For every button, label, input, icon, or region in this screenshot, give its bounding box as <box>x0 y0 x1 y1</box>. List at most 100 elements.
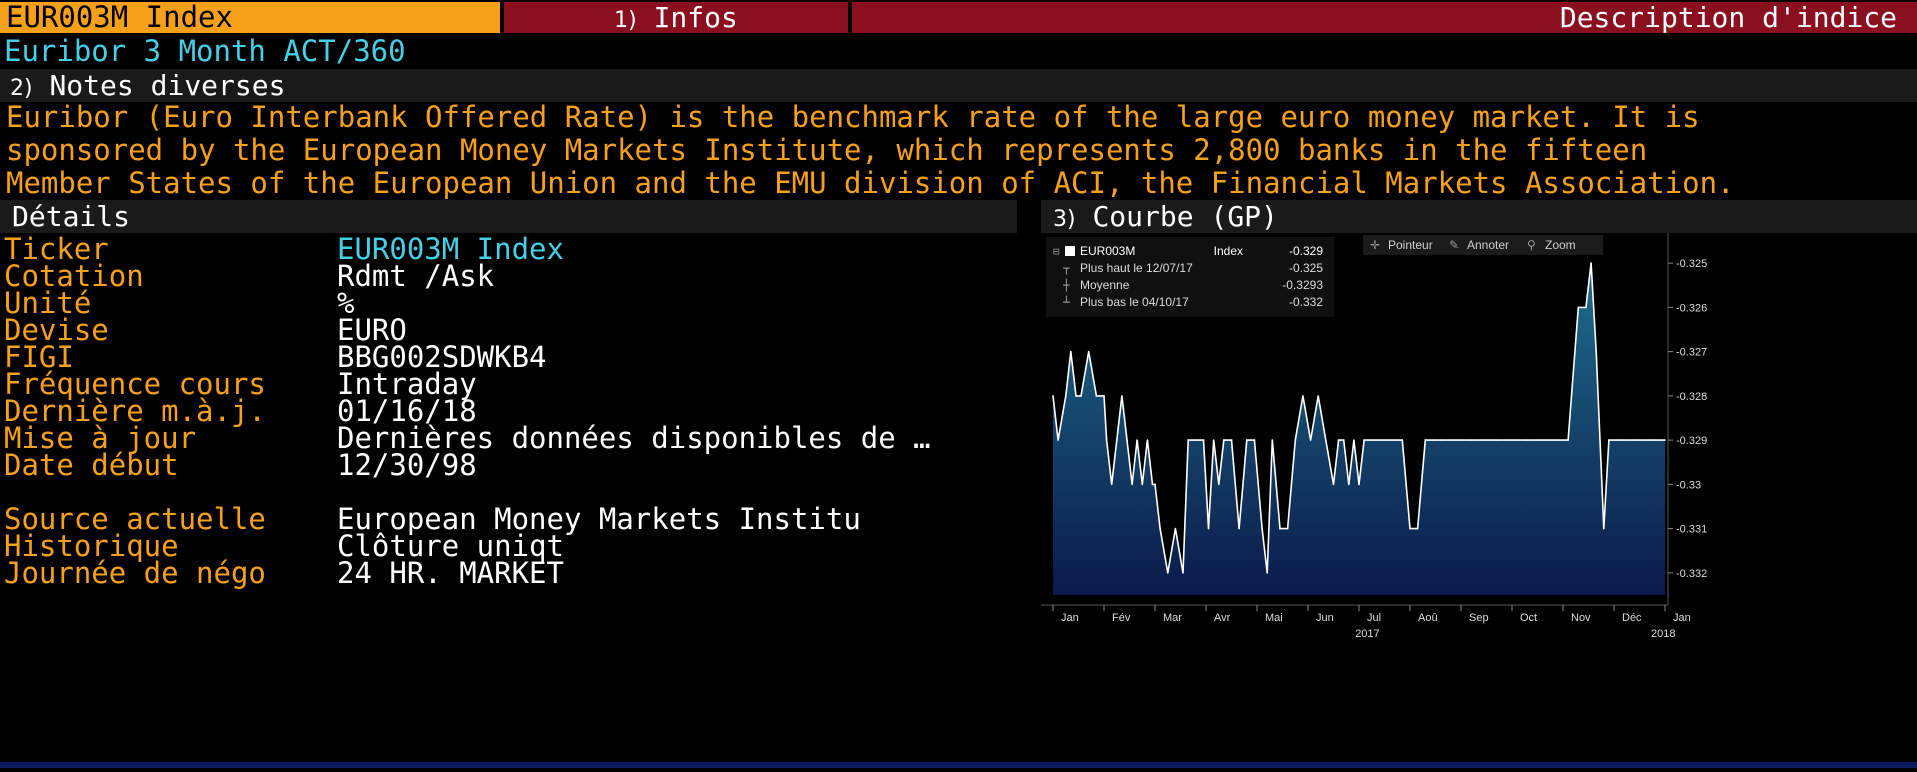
chart-legend[interactable]: ⊟ EUR003M Index -0.329 ┬ Plus haut le 12… <box>1046 237 1334 317</box>
data-point <box>1070 350 1072 353</box>
detail-label: Ticker <box>4 232 109 266</box>
detail-row-date-debut: Date début 12/30/98 <box>0 449 1017 482</box>
data-point <box>1218 483 1220 486</box>
data-point <box>1261 527 1263 530</box>
x-tick-label: Sep <box>1469 612 1489 624</box>
pencil-icon: ✎ <box>1449 238 1459 252</box>
data-point <box>1146 439 1149 441</box>
x-tick-label: Oct <box>1520 612 1537 624</box>
details-header: Détails <box>0 200 1017 233</box>
data-point <box>1202 439 1205 441</box>
detail-label: Fréquence cours <box>4 367 266 401</box>
data-point <box>1603 527 1605 530</box>
data-point <box>1212 439 1215 441</box>
data-point <box>1526 439 1529 441</box>
description-tab-label: Description d'indice <box>1559 1 1897 34</box>
data-point <box>1136 439 1138 441</box>
data-point <box>1378 439 1381 441</box>
detail-label: Journée de négo <box>4 556 266 590</box>
detail-value: Rdmt /Ask <box>337 259 495 293</box>
detail-row-derniere-maj: Dernière m.à.j. 01/16/18 <box>0 395 1017 428</box>
legend-high-value: -0.325 <box>1289 261 1323 275</box>
infos-tab[interactable]: 1) Infos <box>504 2 848 33</box>
data-point <box>1052 395 1054 397</box>
detail-label: Source actuelle <box>4 502 266 536</box>
data-point <box>1159 527 1161 530</box>
data-point <box>1664 439 1666 441</box>
data-point <box>1246 439 1248 441</box>
data-point <box>1516 439 1518 441</box>
legend-low-label: Plus bas le 04/10/17 <box>1080 295 1189 309</box>
data-point <box>1401 439 1404 441</box>
pointer-icon: ✛ <box>1370 238 1380 252</box>
collapse-icon[interactable]: ⊟ <box>1053 245 1060 258</box>
data-point <box>1238 527 1240 530</box>
zoom-tool[interactable]: ⚲ Zoom <box>1527 238 1576 252</box>
chart-toolbar: ✛ Pointeur ✎ Annoter ⚲ Zoom <box>1363 235 1603 255</box>
average-marker-icon: ┼ <box>1062 278 1070 292</box>
annotate-tool[interactable]: ✎ Annoter <box>1449 238 1509 252</box>
data-point <box>1266 572 1268 574</box>
security-name: Euribor 3 Month ACT/360 <box>4 34 406 68</box>
data-point <box>1342 439 1345 441</box>
detail-value-ticker[interactable]: EUR003M Index <box>337 232 564 266</box>
detail-value: % <box>337 286 355 320</box>
data-point <box>1087 350 1090 353</box>
data-point <box>1416 527 1419 530</box>
series-swatch <box>1065 246 1075 256</box>
data-point <box>1223 439 1225 441</box>
data-point <box>1590 262 1592 264</box>
ticker-tab[interactable]: EUR003M Index <box>0 2 500 33</box>
notes-number: 2) <box>10 76 33 101</box>
detail-row-source: Source actuelle European Money Markets In… <box>0 503 1017 536</box>
chart-header[interactable]: 3) Courbe (GP) <box>1041 200 1917 233</box>
data-point <box>1197 439 1200 441</box>
data-point <box>1633 439 1636 441</box>
detail-value: Intraday <box>337 367 477 401</box>
detail-value: Clôture uniqt <box>337 529 564 563</box>
data-point <box>1393 439 1396 441</box>
description-tab[interactable]: Description d'indice <box>852 2 1917 33</box>
legend-avg-value: -0.3293 <box>1282 278 1323 292</box>
data-point <box>1608 439 1610 441</box>
notes-header[interactable]: 2) Notes diverses <box>0 69 1917 102</box>
y-tick-label: -0.33 <box>1676 479 1701 491</box>
data-point <box>1337 439 1340 441</box>
x-tick-label: Mai <box>1265 612 1283 624</box>
data-point <box>1095 395 1098 397</box>
data-point <box>1187 439 1189 441</box>
data-point <box>1105 439 1108 441</box>
high-marker-icon: ┬ <box>1062 262 1070 275</box>
data-point <box>1353 439 1355 441</box>
data-point <box>1151 483 1154 486</box>
data-point <box>1116 439 1118 441</box>
data-point <box>1309 439 1312 441</box>
y-tick-label: -0.327 <box>1676 347 1707 359</box>
detail-label: Devise <box>4 313 109 347</box>
ticker-tab-label: EUR003M Index <box>6 0 233 34</box>
detail-row-ticker: Ticker EUR003M Index <box>0 233 1017 266</box>
data-point <box>1432 439 1434 441</box>
y-tick-label: -0.332 <box>1676 568 1707 580</box>
price-chart[interactable]: -0.325 -0.326 -0.327 -0.328 -0.329 -0.33 -0.33… <box>1041 233 1917 768</box>
data-point <box>1577 306 1580 309</box>
data-point <box>1205 483 1207 486</box>
data-point <box>1121 395 1123 397</box>
detail-value: BBG002SDWKB4 <box>337 340 547 374</box>
year-label: 2018 <box>1651 628 1675 640</box>
data-point <box>1480 439 1483 441</box>
data-point <box>1174 527 1177 530</box>
data-point <box>1167 572 1169 574</box>
data-point <box>1192 439 1195 441</box>
notes-text: Euribor (Euro Interbank Offered Rate) is… <box>6 101 1916 200</box>
data-point <box>1207 527 1210 530</box>
detail-value: 12/30/98 <box>337 448 477 482</box>
x-tick-label: Jun <box>1316 612 1334 624</box>
pointer-tool[interactable]: ✛ Pointeur <box>1370 238 1433 252</box>
x-tick-label: Avr <box>1214 612 1231 624</box>
data-point <box>1294 439 1297 441</box>
low-marker-icon: ┴ <box>1062 295 1070 309</box>
chart-number: 3) <box>1053 207 1076 232</box>
chart-area[interactable]: -0.325 -0.326 -0.327 -0.328 -0.329 -0.33 -0.33… <box>1041 233 1917 768</box>
data-point <box>1470 439 1472 441</box>
